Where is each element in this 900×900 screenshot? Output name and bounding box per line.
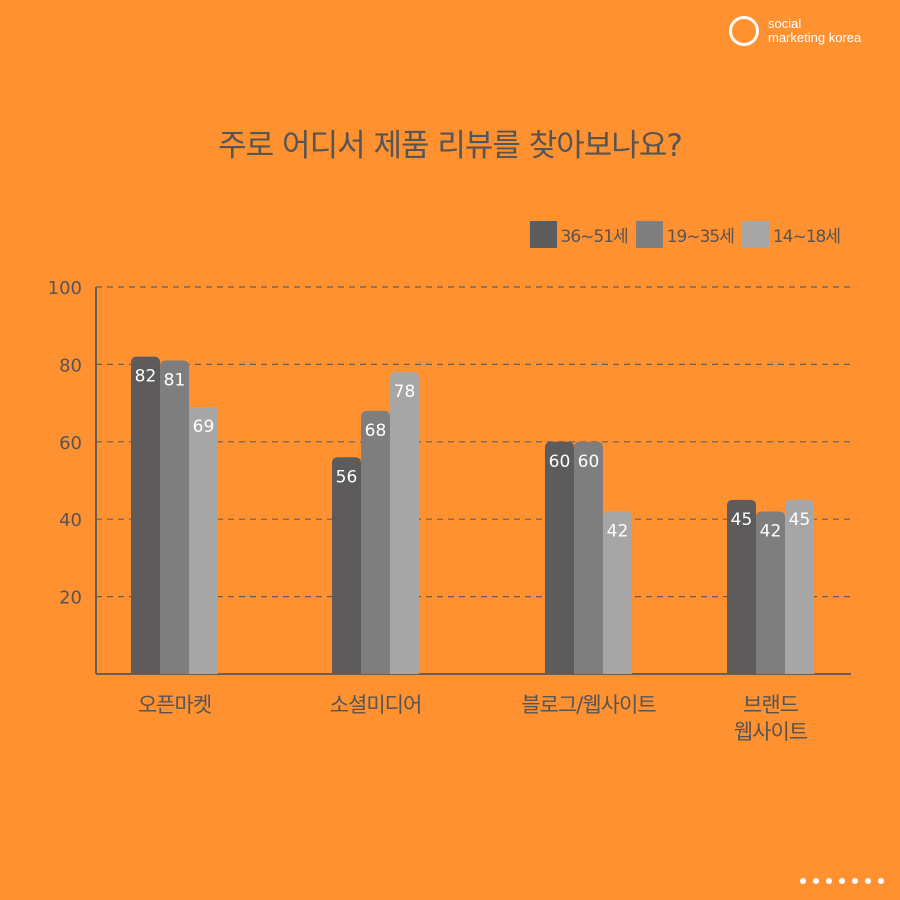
bar [756,511,785,674]
bar [189,406,218,674]
bar-data-label: 68 [365,421,387,441]
bar-data-label: 69 [193,417,215,437]
bar-data-label: 42 [760,521,782,541]
page-dot [865,878,871,884]
page-dot [813,878,819,884]
chart-title: 주로 어디서 제품 리뷰를 찾아보나요? [218,128,683,164]
bar [545,441,574,674]
bar-data-label: 45 [731,510,753,530]
page-dot [826,878,832,884]
bar [160,360,189,674]
brand-logo: social marketing korea [729,16,861,46]
y-tick-label: 80 [59,355,82,376]
x-tick-label: 오픈마켓 [138,693,212,717]
bar-data-label: 56 [336,467,358,487]
chart-legend: 36~51세 19~35세 14~18세 [522,221,841,248]
bar-data-label: 78 [394,382,416,402]
logo-ring-icon [729,16,759,46]
y-tick-label: 20 [59,588,82,609]
x-tick-label: 브랜드 [743,693,799,717]
x-tick-label: 블로그/웹사이트 [521,693,656,717]
legend-label-1: 19~35세 [666,227,735,247]
y-tick-label: 100 [48,278,82,299]
legend-item-1: 19~35세 [635,221,735,248]
page-dot [852,878,858,884]
legend-item-2: 14~18세 [741,221,841,248]
bar-data-label: 82 [135,367,157,387]
legend-item-0: 36~51세 [529,221,629,248]
x-tick-label: 소셜미디어 [330,693,422,717]
legend-swatch-1 [635,221,663,248]
legend-label-2: 14~18세 [772,227,841,247]
brand-line1: social [768,16,802,31]
bar-data-label: 42 [607,521,629,541]
bar-data-label: 45 [789,510,811,530]
bar-data-label: 60 [578,452,600,472]
legend-swatch-0 [529,221,557,248]
bar [390,372,419,674]
x-tick-label: 웹사이트 [734,720,808,744]
bar [131,356,160,674]
bar [332,457,361,674]
y-tick-label: 60 [59,433,82,454]
bar [785,499,814,674]
bar [574,441,603,674]
brand-text: social marketing korea [768,17,861,45]
bar-data-label: 81 [164,371,186,391]
page-dot [878,878,884,884]
legend-swatch-2 [741,221,769,248]
page-indicator [793,878,884,884]
bar [361,410,390,674]
bar [727,499,756,674]
page-dot [800,878,806,884]
bar-data-label: 60 [549,452,571,472]
bar [603,511,632,674]
brand-line2: marketing korea [768,30,862,45]
y-tick-label: 40 [59,510,82,531]
legend-label-0: 36~51세 [560,227,629,247]
page-dot [839,878,845,884]
